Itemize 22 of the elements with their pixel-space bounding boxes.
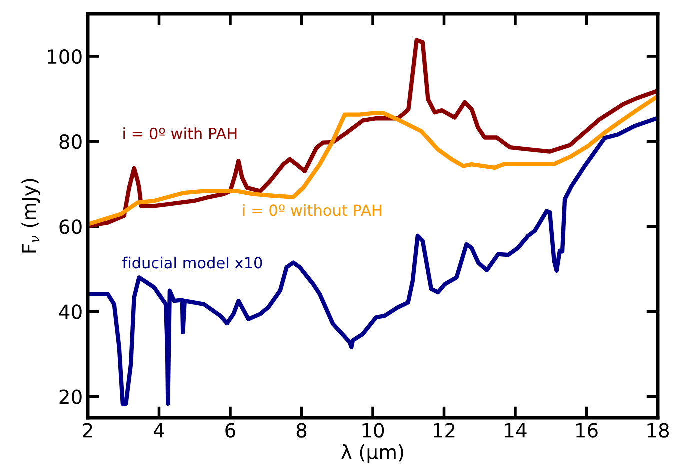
series-label: i = 0º with PAH	[124, 128, 237, 140]
x-tick-label: 18	[648, 423, 670, 438]
line-series	[88, 38, 658, 228]
x-tick-label: 8	[296, 423, 307, 438]
x-tick-label: 2	[83, 423, 92, 438]
y-tick-label: 40	[59, 304, 82, 320]
x-tick-label: 4	[154, 423, 164, 438]
series-label: i = 0º without PAH	[243, 204, 382, 216]
line-series	[88, 116, 658, 406]
y-tick-label: 60	[60, 220, 82, 234]
y-tick-label: 80	[60, 134, 82, 150]
x-tick-label: 6	[226, 423, 236, 438]
y-tick-label: 20	[60, 390, 82, 404]
x-axis-title: λ (μm)	[341, 444, 404, 464]
x-tick-label: 14	[505, 423, 527, 438]
line-series	[88, 94, 658, 227]
series-label: fiducial model x10	[122, 256, 262, 269]
x-tick-label: 10	[362, 423, 384, 438]
x-tick-label: 16	[576, 423, 598, 438]
x-tick-label: 12	[434, 423, 455, 438]
y-axis-title: F$_{ν}$ (mJy)	[22, 179, 40, 253]
y-tick-label: 100	[48, 49, 82, 64]
